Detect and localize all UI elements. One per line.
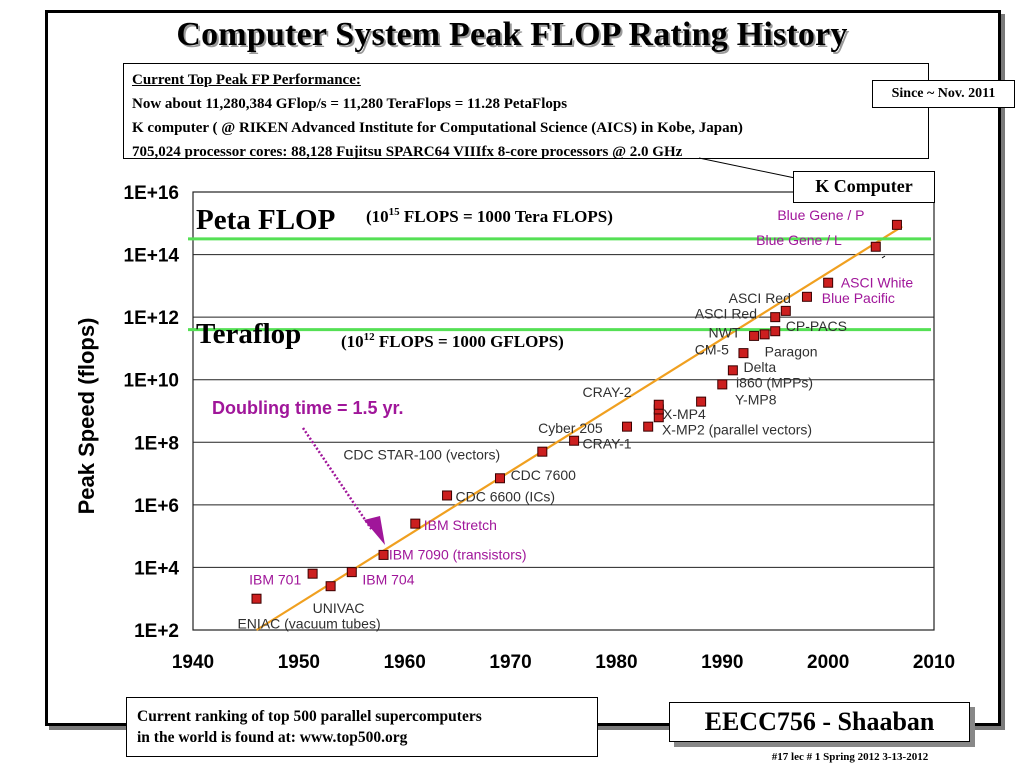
data-point	[251, 593, 262, 604]
doubling-arrow-head	[364, 516, 385, 545]
y-tick-label: 1E+2	[134, 621, 179, 642]
data-label: X-MP4	[663, 406, 706, 422]
data-label: ASCI Red	[729, 290, 791, 306]
data-point	[622, 421, 633, 432]
data-point	[537, 446, 548, 457]
data-point	[643, 421, 654, 432]
y-tick-label: 1E+8	[134, 433, 179, 454]
data-point	[346, 567, 357, 578]
y-tick-label: 1E+16	[124, 183, 179, 204]
data-point	[749, 330, 760, 341]
data-label: Cyber 205	[538, 420, 603, 436]
data-label: IBM 701	[249, 572, 301, 588]
data-label: UNIVAC	[313, 600, 365, 616]
x-tick-label: 2000	[807, 652, 849, 673]
y-tick-label: 1E+10	[124, 371, 179, 392]
top500-note: Current ranking of top 500 parallel supe…	[126, 697, 598, 757]
data-point	[727, 365, 738, 376]
data-point	[410, 518, 421, 529]
data-point	[494, 473, 505, 484]
trend-line	[255, 225, 903, 631]
x-tick-label: 1990	[701, 652, 743, 673]
data-label: ASCI White	[841, 274, 914, 290]
plot-area	[192, 191, 935, 631]
data-label: CDC 7600	[511, 467, 577, 483]
data-label: CDC 6600 (ICs)	[456, 489, 556, 505]
data-label: IBM 7090 (transistors)	[389, 547, 527, 563]
threshold-definition: (1015 FLOPS = 1000 Tera FLOPS)	[366, 206, 613, 226]
slide-meta: #17 lec # 1 Spring 2012 3-13-2012	[771, 751, 929, 763]
data-point	[759, 329, 770, 340]
since-callout: Since ~ Nov. 2011	[872, 80, 1015, 108]
data-point	[780, 305, 791, 316]
data-label: Delta	[743, 359, 776, 375]
data-point	[801, 291, 812, 302]
data-point	[770, 312, 781, 323]
k-computer-pointer	[881, 255, 886, 259]
top500-line-1: Current ranking of top 500 parallel supe…	[137, 708, 482, 725]
data-point	[325, 581, 336, 592]
x-tick-label: 2010	[913, 652, 955, 673]
y-tick-label: 1E+12	[124, 308, 179, 329]
y-tick-label: 1E+14	[124, 246, 180, 267]
data-point	[307, 568, 318, 579]
x-tick-label: 1960	[384, 652, 426, 673]
data-label: Blue Pacific	[822, 290, 895, 306]
data-label: Y-MP8	[735, 392, 777, 408]
top500-line-2: in the world is found at: www.top500.org	[137, 729, 408, 746]
data-label: CRAY-2	[583, 384, 632, 400]
data-label: NWT	[709, 324, 741, 340]
data-label: Blue Gene / P	[777, 207, 864, 223]
data-point	[569, 435, 580, 446]
k-computer-leader	[698, 157, 796, 179]
data-point	[823, 277, 834, 288]
y-tick-label: 1E+6	[134, 496, 179, 517]
data-label: CM-5	[695, 342, 729, 358]
data-point	[442, 490, 453, 501]
doubling-arrow-shaft	[301, 427, 374, 531]
data-label: ENIAC (vacuum tubes)	[237, 615, 380, 631]
data-label: CDC STAR-100 (vectors)	[343, 446, 500, 462]
data-label: X-MP2 (parallel vectors)	[662, 421, 812, 437]
data-label: CP-PACS	[786, 318, 847, 334]
data-label: IBM 704	[362, 572, 414, 588]
data-label: IBM Stretch	[424, 517, 497, 533]
x-tick-label: 1980	[595, 652, 637, 673]
info-box: Current Top Peak FP Performance: Now abo…	[123, 63, 929, 160]
info-line-3: 705,024 processor cores: 88,128 Fujitsu …	[132, 144, 683, 160]
slide-title: Computer System Peak FLOP Rating History	[176, 16, 848, 53]
y-axis-label: Peak Speed (flops)	[74, 318, 99, 515]
data-point	[717, 379, 728, 390]
course-title: EECC756 - Shaaban	[669, 702, 970, 742]
k-computer-callout: K Computer	[793, 171, 935, 203]
x-tick-label: 1970	[489, 652, 531, 673]
info-heading: Current Top Peak FP Performance:	[132, 72, 361, 88]
info-line-2: K computer ( @ RIKEN Advanced Institute …	[132, 120, 743, 136]
x-tick-label: 1950	[278, 652, 320, 673]
data-label: ASCI Red	[695, 306, 757, 322]
x-tick-label: 1940	[172, 652, 214, 673]
threshold-label: Peta FLOP	[196, 204, 335, 236]
data-point	[653, 399, 664, 410]
data-label: Blue Gene / L	[756, 232, 842, 248]
data-point	[738, 348, 749, 359]
data-label: i860 (MPPs)	[736, 375, 813, 391]
data-point	[891, 219, 902, 230]
data-point	[770, 326, 781, 337]
data-label: CRAY-1	[583, 436, 632, 452]
info-line-1: Now about 11,280,384 GFlop/s = 11,280 Te…	[132, 96, 568, 112]
threshold-label: Teraflop	[196, 318, 301, 350]
data-point	[696, 396, 707, 407]
data-point	[870, 241, 881, 252]
threshold-definition: (1012 FLOPS = 1000 GFLOPS)	[341, 331, 564, 351]
data-label: Paragon	[765, 343, 818, 359]
y-tick-label: 1E+4	[134, 558, 179, 579]
doubling-time-label: Doubling time = 1.5 yr.	[212, 398, 404, 418]
data-point	[378, 549, 389, 560]
